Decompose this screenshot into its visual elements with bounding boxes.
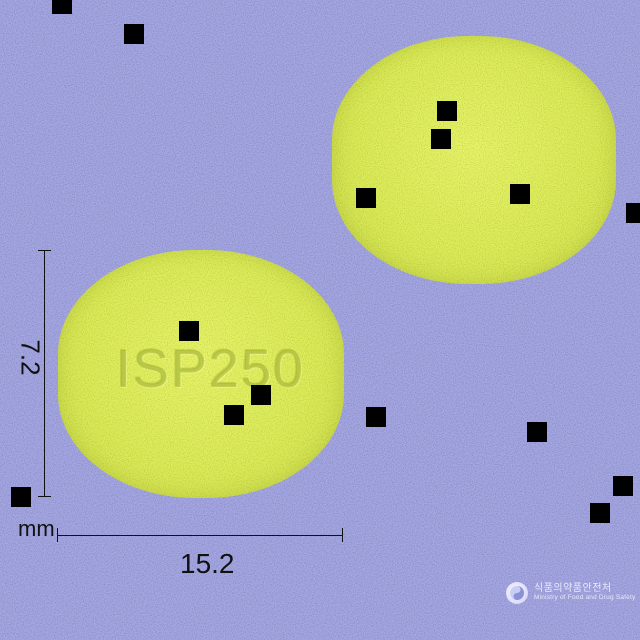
dust-speck: [179, 321, 199, 341]
width-dimension-tick-left: [57, 528, 58, 542]
dust-speck: [437, 101, 457, 121]
tablet-front-imprint: ISP250: [116, 339, 306, 399]
dust-speck: [52, 0, 72, 14]
dust-speck: [251, 385, 271, 405]
height-dimension-tick-bottom: [38, 496, 51, 497]
dust-speck: [510, 184, 530, 204]
dust-speck: [590, 503, 610, 523]
dust-speck: [613, 476, 633, 496]
tablet-front: ISP250: [58, 250, 344, 498]
width-dimension-tick-right: [342, 528, 343, 542]
dust-speck: [527, 422, 547, 442]
dust-speck: [224, 405, 244, 425]
tablet-back: [332, 36, 616, 284]
dust-speck: [11, 487, 31, 507]
mfds-logo: 식품의약품안전처 Ministry of Food and Drug Safet…: [506, 582, 635, 604]
tablet-front-texture: [58, 250, 344, 498]
height-dimension-line: [44, 250, 45, 496]
dust-speck: [626, 203, 640, 223]
tablet-back-texture: [332, 36, 616, 284]
height-dimension-label: 7.2: [15, 339, 46, 376]
dust-speck: [124, 24, 144, 44]
logo-english-text: Ministry of Food and Drug Safety: [534, 593, 636, 601]
width-dimension-label: 15.2: [180, 548, 235, 579]
unit-label: mm: [18, 516, 55, 541]
dust-speck: [431, 129, 451, 149]
dust-speck: [366, 407, 386, 427]
logo-korean-text: 식품의약품안전처: [534, 583, 612, 595]
dust-speck: [356, 188, 376, 208]
width-dimension-line: [57, 535, 343, 536]
height-dimension-tick-top: [38, 250, 51, 251]
mfds-emblem-icon: [506, 582, 528, 604]
